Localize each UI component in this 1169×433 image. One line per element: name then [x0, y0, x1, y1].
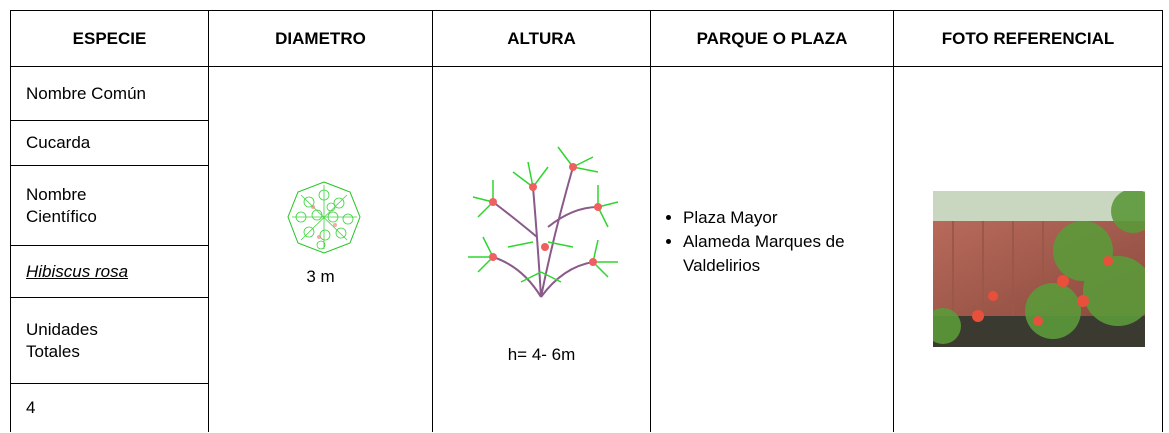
species-text: Nombre Científico [26, 184, 97, 226]
park-item: Plaza Mayor [683, 206, 913, 230]
header-cell: FOTO REFERENCIAL [893, 10, 1163, 66]
diameter-text: 3 m [306, 267, 335, 286]
reference-photo [933, 191, 1145, 347]
header-cell: ESPECIE [10, 10, 208, 66]
height-cell: h= 4- 6m [432, 66, 650, 432]
species-text: Cucarda [26, 133, 91, 152]
park-item: Alameda Marques de Valdelirios [683, 230, 913, 278]
species-cell: 4 [10, 383, 208, 432]
park-cell: Plaza Mayor Alameda Marques de Valdeliri… [650, 66, 893, 432]
photo-cell [893, 66, 1163, 432]
diameter-cell: 3 m [208, 66, 432, 432]
species-text: Hibiscus rosa [26, 261, 129, 281]
species-text: Nombre Común [26, 83, 146, 103]
species-cell: Nombre Científico [10, 165, 208, 245]
header-cell: DIAMETRO [208, 10, 432, 66]
header-cell: PARQUE O PLAZA [650, 10, 893, 66]
species-cell: Nombre Común [10, 66, 208, 120]
species-text: 4 [26, 398, 36, 417]
species-cell: Unidades Totales [10, 297, 208, 383]
plant-elevation [468, 146, 619, 298]
species-text: Unidades Totales [26, 319, 98, 361]
header-cell: ALTURA [432, 10, 650, 66]
park-list: Plaza Mayor Alameda Marques de Valdeliri… [651, 206, 913, 278]
height-text: h= 4- 6m [507, 345, 576, 364]
species-cell: Hibiscus rosa [10, 245, 208, 297]
canopy-plan [287, 181, 361, 254]
species-cell: Cucarda [10, 120, 208, 165]
